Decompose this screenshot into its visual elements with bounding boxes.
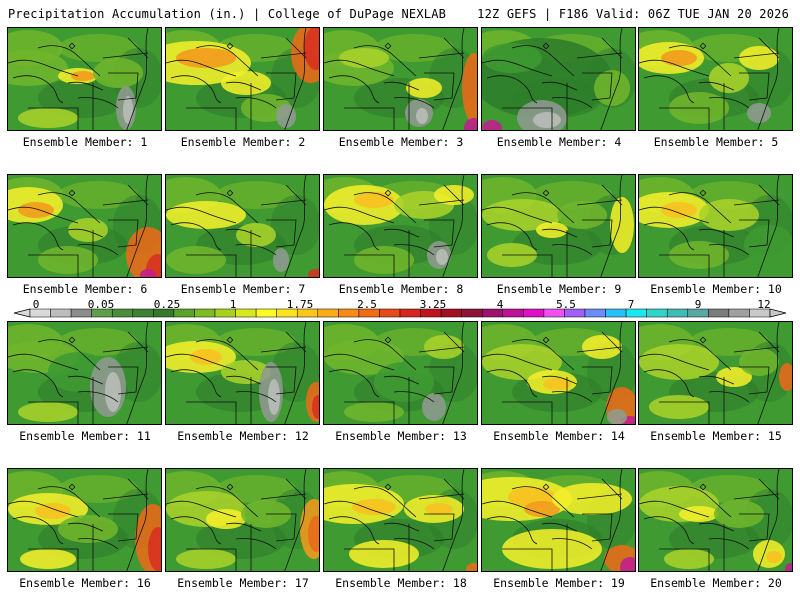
colorbar-bin <box>584 308 606 318</box>
precip-map-image <box>639 175 792 277</box>
precip-map-image <box>8 322 161 424</box>
colorbar-bin <box>50 308 72 318</box>
colorbar-tick-label: 4 <box>496 298 504 311</box>
precip-map-image <box>8 28 161 130</box>
ensemble-member-label: Ensemble Member: 13 <box>335 429 467 443</box>
colorbar-bin <box>194 308 216 318</box>
colorbar-bin <box>708 308 730 318</box>
ensemble-member-map <box>323 27 478 131</box>
ensemble-member-label: Ensemble Member: 11 <box>19 429 151 443</box>
chart-title: Precipitation Accumulation (in.) | Colle… <box>8 7 447 21</box>
precip-map-image <box>324 175 477 277</box>
colorbar-bin <box>255 308 277 318</box>
ensemble-member-map <box>7 468 162 572</box>
colorbar-tick-label: 7 <box>627 298 635 311</box>
ensemble-member-map <box>7 174 162 278</box>
colorbar-bin <box>132 308 154 318</box>
colorbar-bin <box>646 308 668 318</box>
ensemble-member-label: Ensemble Member: 10 <box>650 282 782 296</box>
ensemble-member-label: Ensemble Member: 15 <box>650 429 782 443</box>
precip-map-image <box>639 469 792 571</box>
ensemble-member-label: Ensemble Member: 6 <box>22 282 148 296</box>
precip-map-image <box>166 322 319 424</box>
colorbar-bin <box>461 308 483 318</box>
colorbar-bin <box>338 308 360 318</box>
ensemble-member-label: Ensemble Member: 17 <box>177 576 309 590</box>
colorbar-tick-label: 0 <box>32 298 40 311</box>
precipitation-colorbar <box>13 308 787 318</box>
colorbar-bin <box>523 308 545 318</box>
colorbar-tick-label: 3.25 <box>419 298 447 311</box>
ensemble-member-map <box>481 27 636 131</box>
ensemble-member-label: Ensemble Member: 12 <box>177 429 309 443</box>
ensemble-member-map <box>165 468 320 572</box>
colorbar-tick-label: 5.5 <box>556 298 576 311</box>
ensemble-member-map <box>323 321 478 425</box>
ensemble-member-label: Ensemble Member: 8 <box>338 282 464 296</box>
ensemble-member-map <box>638 321 793 425</box>
ensemble-member-label: Ensemble Member: 4 <box>496 135 622 149</box>
ensemble-member-label: Ensemble Member: 19 <box>493 576 625 590</box>
ensemble-member-label: Ensemble Member: 3 <box>338 135 464 149</box>
ensemble-member-label: Ensemble Member: 14 <box>493 429 625 443</box>
precip-map-image <box>324 469 477 571</box>
colorbar-tick-label: 9 <box>694 298 702 311</box>
precip-map-image <box>482 28 635 130</box>
precip-map-image <box>324 322 477 424</box>
precip-map-image <box>639 28 792 130</box>
colorbar-tick-label: 0.25 <box>153 298 181 311</box>
precip-map-image <box>166 28 319 130</box>
ensemble-member-map <box>481 174 636 278</box>
ensemble-member-map <box>638 468 793 572</box>
ensemble-member-map <box>165 27 320 131</box>
precip-map-image <box>166 175 319 277</box>
precip-map-image <box>324 28 477 130</box>
colorbar-bin <box>605 308 627 318</box>
precip-map-image <box>482 322 635 424</box>
precip-map-image <box>482 175 635 277</box>
colorbar-tick-label: 1 <box>229 298 237 311</box>
colorbar-tick-label: 2.5 <box>357 298 377 311</box>
ensemble-member-map <box>481 468 636 572</box>
ensemble-member-map <box>7 27 162 131</box>
ensemble-member-map <box>638 27 793 131</box>
colorbar-tick-label: 12 <box>757 298 771 311</box>
ensemble-member-map <box>7 321 162 425</box>
ensemble-member-map <box>323 468 478 572</box>
colorbar-bin <box>502 308 524 318</box>
colorbar-bin <box>379 308 401 318</box>
colorbar-tick-label: 1.75 <box>286 298 314 311</box>
colorbar-bin <box>235 308 257 318</box>
ensemble-member-label: Ensemble Member: 2 <box>180 135 306 149</box>
ensemble-member-label: Ensemble Member: 1 <box>22 135 148 149</box>
precip-map-image <box>639 322 792 424</box>
ensemble-member-map <box>165 174 320 278</box>
ensemble-member-map <box>638 174 793 278</box>
ensemble-member-map <box>165 321 320 425</box>
ensemble-member-map <box>323 174 478 278</box>
ensemble-member-label: Ensemble Member: 9 <box>496 282 622 296</box>
ensemble-member-label: Ensemble Member: 16 <box>19 576 151 590</box>
colorbar-bin <box>666 308 689 318</box>
precip-map-image <box>482 469 635 571</box>
colorbar-bin <box>111 308 134 318</box>
precip-map-image <box>8 175 161 277</box>
colorbar-tick-label: 0.05 <box>87 298 115 311</box>
precip-map-image <box>166 469 319 571</box>
colorbar-bin <box>728 308 750 318</box>
colorbar-bin <box>317 308 339 318</box>
ensemble-member-map <box>481 321 636 425</box>
ensemble-member-label: Ensemble Member: 20 <box>650 576 782 590</box>
ensemble-member-label: Ensemble Member: 5 <box>653 135 779 149</box>
model-run-info: 12Z GEFS | F186 Valid: 06Z TUE JAN 20 20… <box>477 7 789 21</box>
colorbar-bin <box>399 308 421 318</box>
ensemble-member-label: Ensemble Member: 7 <box>180 282 306 296</box>
ensemble-member-label: Ensemble Member: 18 <box>335 576 467 590</box>
precip-map-image <box>8 469 161 571</box>
